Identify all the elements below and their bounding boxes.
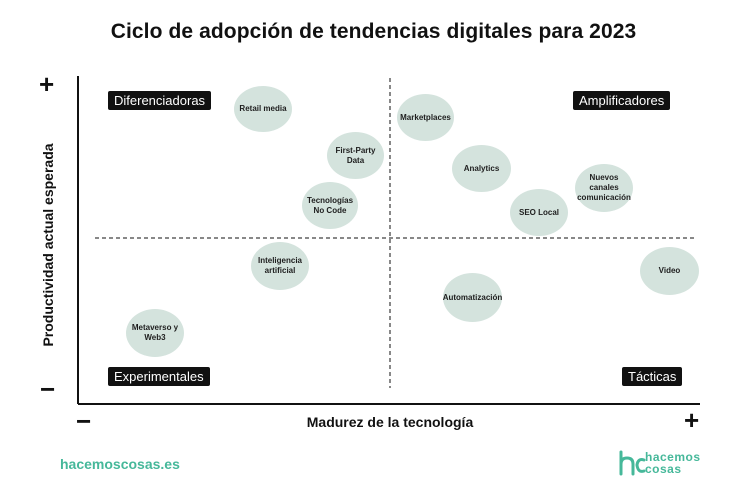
- website-link[interactable]: hacemoscosas.es: [60, 456, 180, 472]
- bubble-label: Nuevos canales comunicación: [577, 173, 631, 202]
- hacemos-cosas-logo-icon: [619, 450, 646, 476]
- y-minus-sign: −: [40, 374, 56, 404]
- x-axis-label: Madurez de la tecnología: [306, 414, 474, 430]
- bubble-marketplaces: Marketplaces: [397, 94, 454, 141]
- bubble-analytics: Analytics: [452, 145, 511, 192]
- bubble-label: Tecnologías No Code: [306, 195, 354, 215]
- bubble-label: Metaverso y Web3: [131, 323, 179, 342]
- bubble-nuevos-canales: Nuevos canales comunicación: [575, 164, 633, 212]
- quadrant-label-diferenciadoras: Diferenciadoras: [108, 91, 212, 110]
- logo-wordmark: hacemos cosas: [645, 451, 701, 475]
- bubble-metaverso-web3: Metaverso y Web3: [126, 309, 184, 357]
- logo-line-2: cosas: [645, 462, 682, 476]
- bubble-first-party-data: First-Party Data: [327, 132, 384, 179]
- bubble-automatizacion: Automatización: [443, 273, 502, 322]
- bubble-label: Automatización: [442, 292, 503, 302]
- logo-line-1: hacemos: [645, 450, 701, 464]
- bubble-retail-media: Retail media: [234, 86, 292, 132]
- quadrant-label-experimentales: Experimentales: [108, 367, 210, 386]
- x-minus-sign: −: [76, 406, 92, 436]
- quadrant-label-tacticas: Tácticas: [622, 367, 683, 386]
- bubble-video: Video: [640, 247, 699, 295]
- bubble-inteligencia-artificial: Inteligencia artificial: [251, 242, 309, 290]
- y-axis-label: Productividad actual esperada: [40, 143, 56, 347]
- quadrant-label-amplificadores: Amplificadores: [573, 91, 671, 110]
- bubble-label: Retail media: [239, 104, 287, 113]
- bubble-label: Marketplaces: [400, 112, 451, 122]
- bubble-tecnologias-no-code: Tecnologías No Code: [302, 182, 358, 229]
- bubble-label: Analytics: [463, 163, 500, 173]
- bubble-label: Inteligencia artificial: [257, 256, 302, 275]
- bubble-label: Video: [658, 266, 681, 275]
- bubble-label: First-Party Data: [335, 145, 376, 165]
- bubble-seo-local: SEO Local: [510, 189, 568, 236]
- chart-title: Ciclo de adopción de tendencias digitale…: [110, 20, 637, 43]
- x-plus-sign: +: [684, 405, 700, 435]
- y-plus-sign: +: [39, 69, 55, 99]
- bubble-label: SEO Local: [518, 207, 559, 217]
